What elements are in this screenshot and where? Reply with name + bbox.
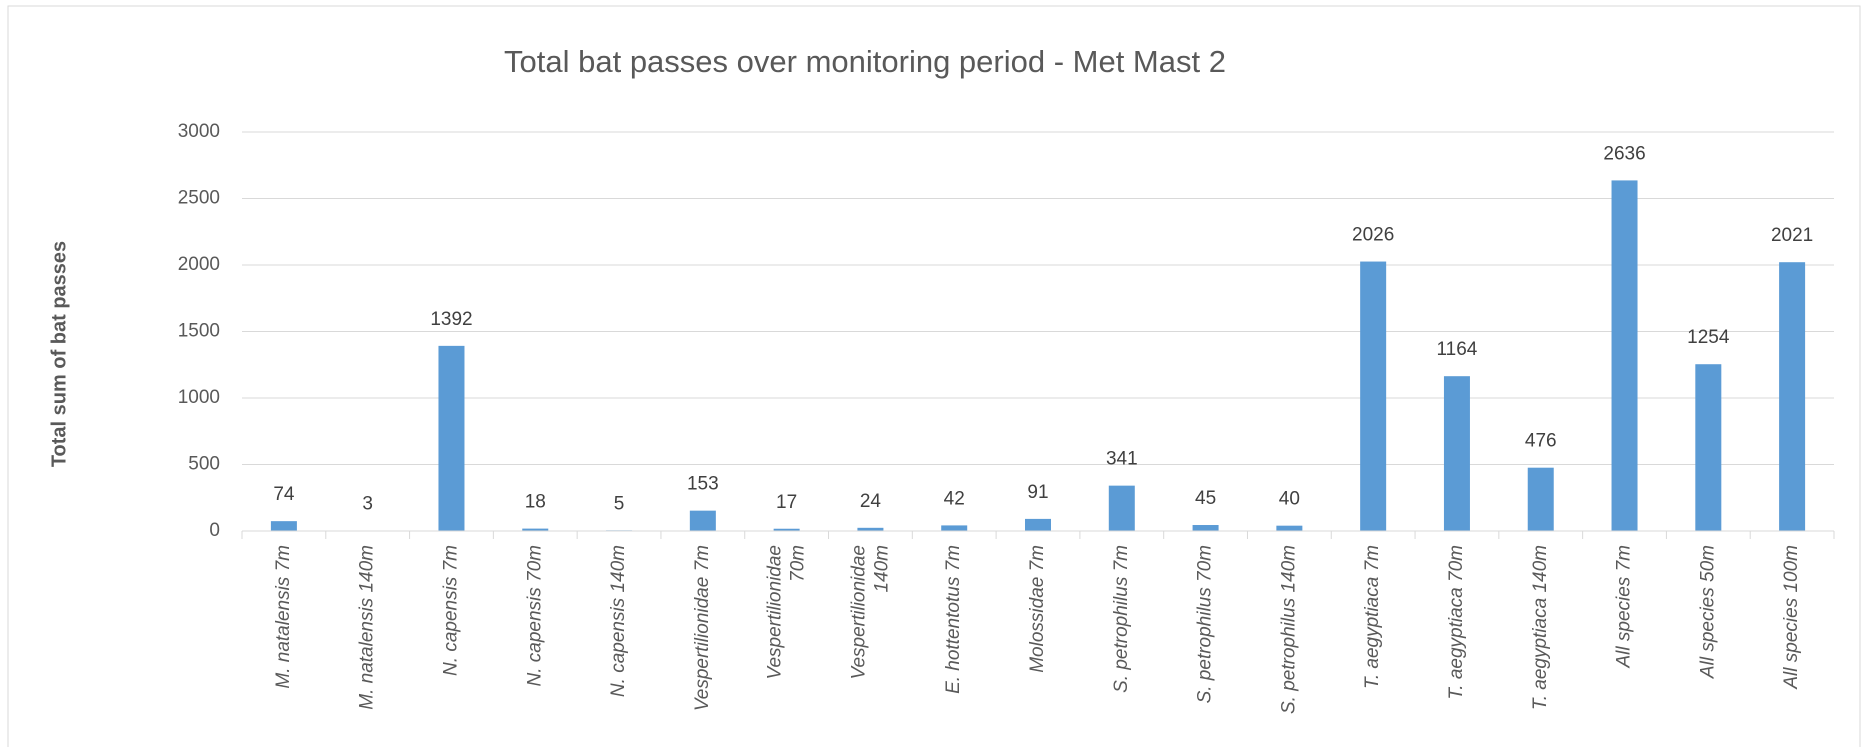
y-tick-label: 2500 (178, 188, 220, 209)
data-label: 42 (944, 488, 965, 509)
data-label: 1254 (1687, 327, 1730, 348)
x-tick-label: S. petrophilus 7m (1111, 545, 1132, 693)
data-label: 2026 (1352, 225, 1394, 246)
y-tick-label: 500 (188, 454, 220, 475)
chart-border (7, 5, 1861, 747)
x-tick-label: T. aegyptiaca 140m (1530, 545, 1551, 710)
data-label: 3 (362, 494, 373, 515)
y-tick-label: 1500 (178, 321, 220, 342)
bar (438, 345, 465, 531)
y-tick-label: 0 (209, 520, 220, 541)
bar (1779, 262, 1806, 531)
bar (1443, 376, 1470, 531)
x-tick-label: T. aegyptiaca 7m (1362, 545, 1383, 689)
data-label: 24 (860, 491, 882, 512)
x-tick-label: All species 7m (1614, 545, 1635, 669)
data-label: 5 (614, 493, 625, 514)
data-label: 341 (1106, 449, 1138, 470)
x-tick-label: M. natalensis 140m (357, 545, 378, 710)
x-tick-label-line: 140m (871, 545, 892, 593)
x-tick-label: T. aegyptiaca 70m (1446, 545, 1467, 700)
bar (941, 525, 968, 531)
data-label: 1392 (430, 309, 472, 330)
x-tick-label: N. capensis 70m (524, 545, 545, 687)
data-label: 40 (1279, 489, 1300, 510)
data-label: 74 (273, 484, 295, 505)
bar (270, 521, 297, 531)
x-tick-label: Vespertilionidae 140m (848, 545, 892, 680)
bar (1108, 485, 1135, 531)
x-tick-label-line: 70m (788, 545, 809, 582)
bar (1611, 180, 1638, 532)
x-tick-label: Vespertilionidae 7m (692, 545, 713, 711)
bar (1360, 261, 1387, 531)
data-label: 1164 (1437, 339, 1478, 360)
x-tick-label-line: Vespertilionidae (848, 545, 869, 680)
x-tick-label-line: Vespertilionidae (765, 545, 786, 680)
y-tick-label: 1000 (178, 387, 220, 408)
bar (1695, 364, 1722, 531)
data-label: 153 (687, 474, 719, 495)
bar (522, 528, 549, 531)
y-tick-label: 3000 (178, 121, 220, 142)
bar (1025, 518, 1051, 531)
y-tick-label: 2000 (178, 254, 220, 275)
bar (773, 528, 800, 531)
x-tick-label: All species 50m (1697, 545, 1718, 679)
x-tick-label: Molossidae 7m (1027, 545, 1048, 673)
y-axis-label: Total sum of bat passes (48, 241, 70, 467)
chart-title: Total bat passes over monitoring period … (504, 44, 1226, 79)
x-tick-label: S. petrophilus 70m (1195, 545, 1216, 703)
bar (1276, 525, 1303, 531)
x-tick-label: All species 100m (1781, 545, 1802, 690)
data-label: 91 (1027, 482, 1048, 503)
data-label: 476 (1525, 431, 1557, 452)
x-tick-label: S. petrophilus 140m (1278, 545, 1299, 714)
data-label: 2636 (1603, 143, 1645, 164)
x-tick-label: E. hottentotus 7m (943, 545, 964, 694)
x-tick-label: Vespertilionidae 70m (765, 545, 809, 680)
bar (857, 527, 884, 531)
data-label: 2021 (1771, 225, 1813, 246)
data-label: 45 (1195, 488, 1216, 509)
bar (1192, 525, 1219, 531)
x-tick-label: N. capensis 7m (440, 545, 461, 676)
bar (689, 510, 716, 531)
bar (1527, 467, 1554, 531)
x-tick-label: N. capensis 140m (608, 545, 629, 697)
x-tick-label: M. natalensis 7m (273, 545, 294, 689)
data-label: 18 (525, 492, 546, 513)
data-label: 17 (776, 492, 797, 513)
